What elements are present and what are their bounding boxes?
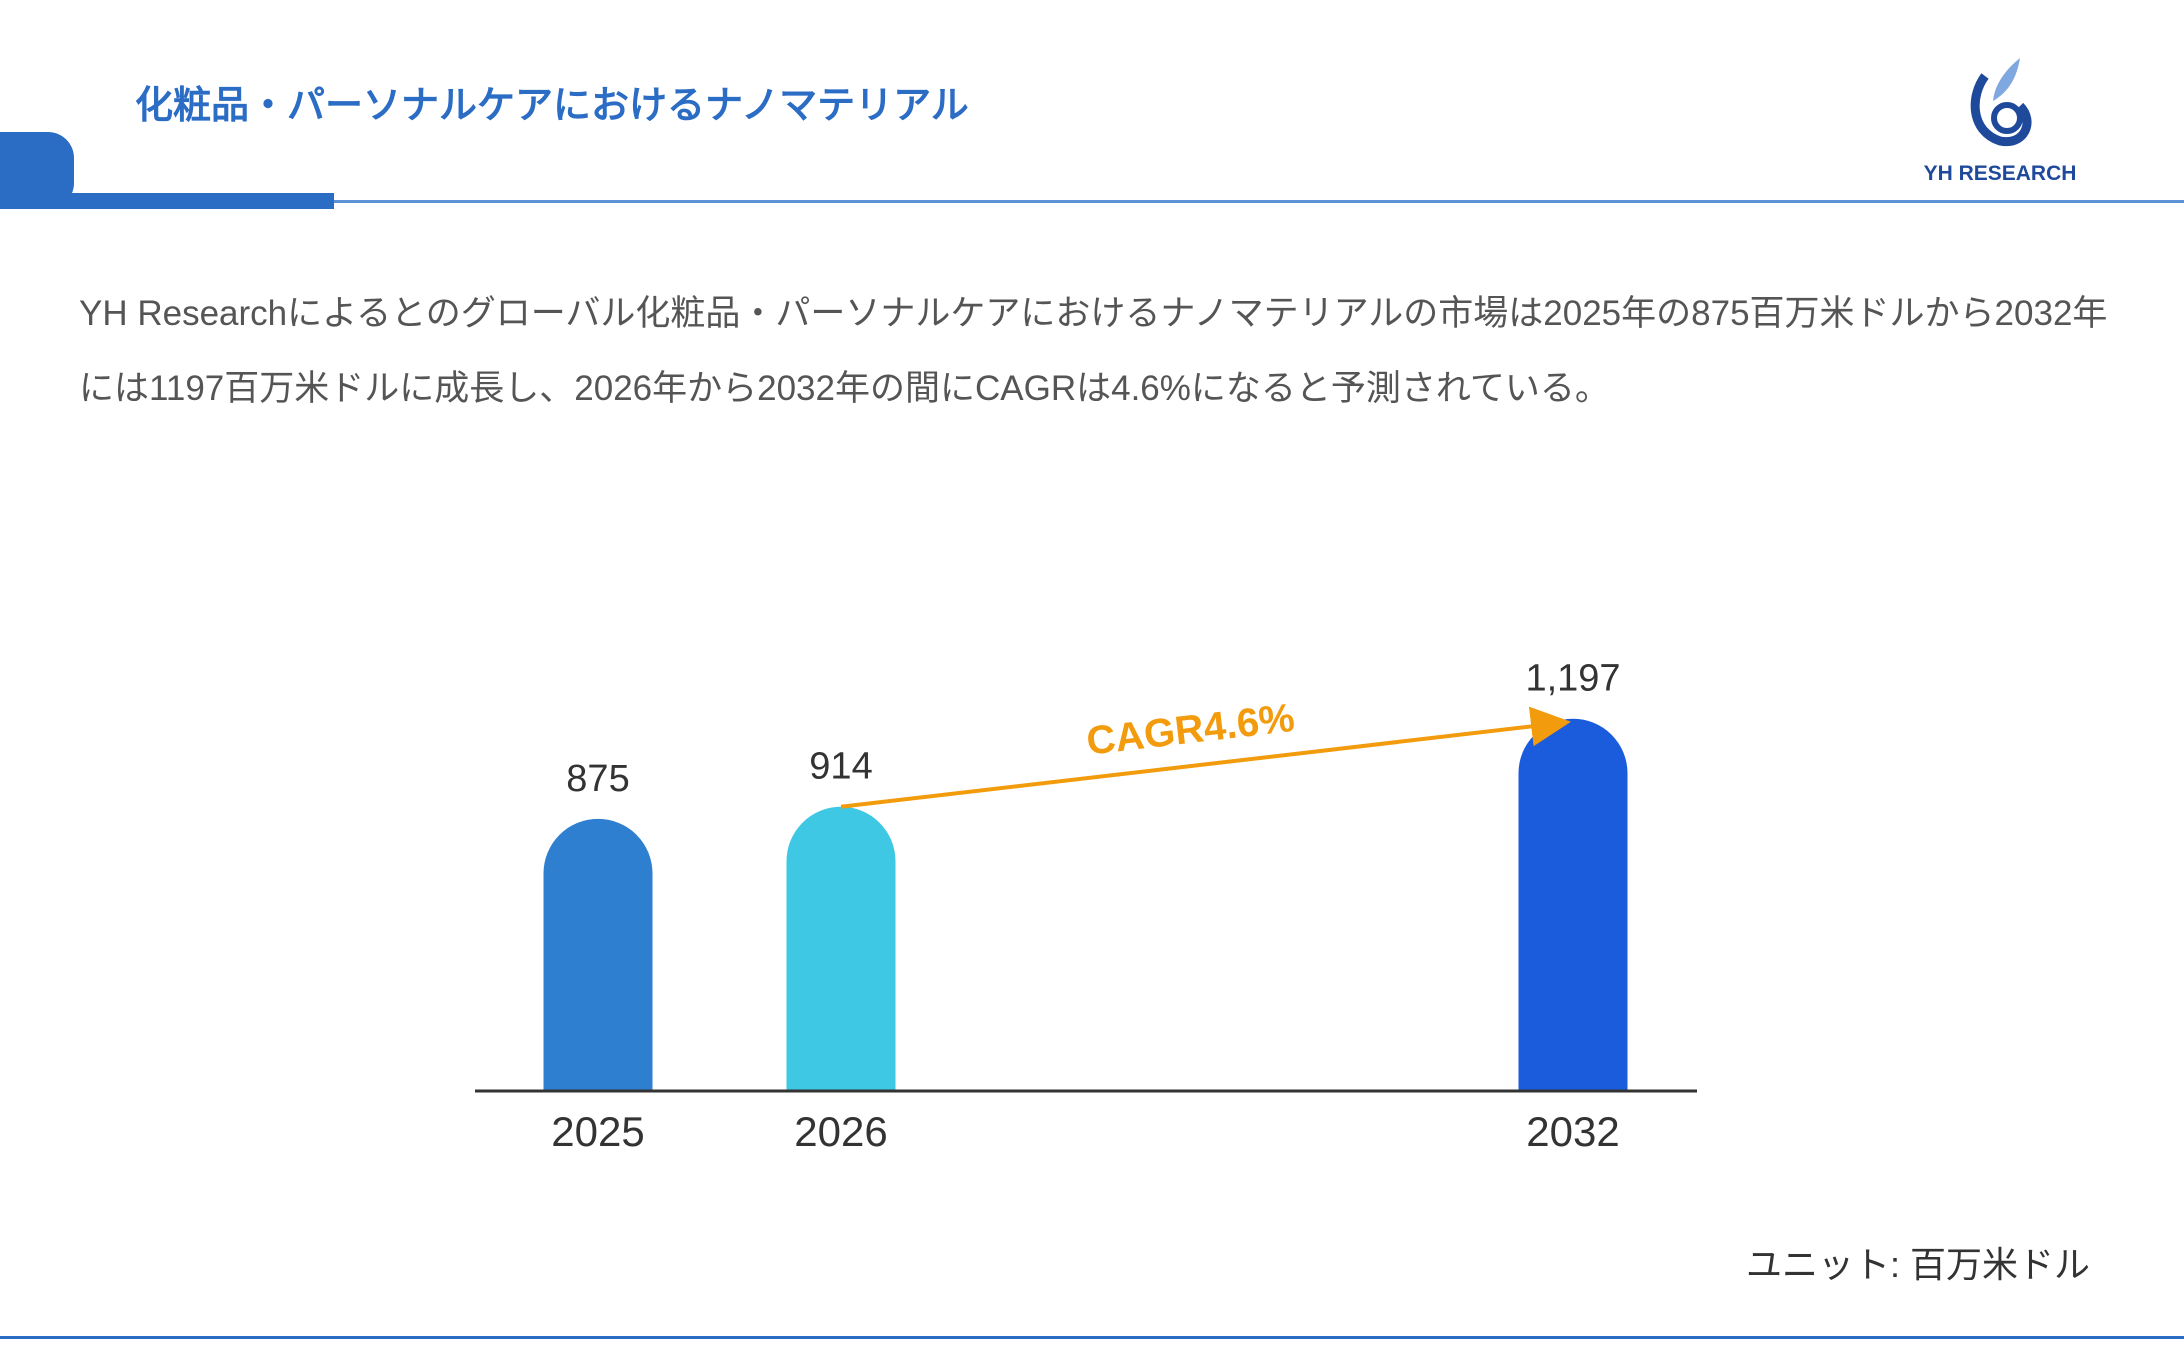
cagr-label: CAGR4.6%	[1084, 696, 1297, 764]
yh-research-logo: YH RESEARCH	[1915, 56, 2085, 186]
bar-2025	[543, 818, 653, 1091]
bar-2032	[1518, 718, 1628, 1091]
footer-divider	[0, 1336, 2184, 1339]
value-label-2032: 1,197	[1525, 658, 1620, 700]
summary-text: YH Researchによるとのグローバル化粧品・パーソナルケアにおけるナノマテ…	[79, 294, 2108, 408]
unit-label: ユニット: 百万米ドル	[1745, 1244, 2090, 1285]
value-label-2025: 875	[566, 758, 629, 800]
page-title: 化粧品・パーソナルケアにおけるナノマテリアル	[135, 85, 969, 127]
cagr-arrow	[840, 706, 1571, 809]
x-tick-label-2032: 2032	[1526, 1108, 1619, 1155]
header-accent-bar	[0, 193, 334, 209]
header-divider	[334, 200, 2184, 203]
logo-text: YH RESEARCH	[1923, 162, 2077, 185]
x-tick-label-2025: 2025	[551, 1108, 644, 1155]
value-label-2026: 914	[809, 746, 872, 788]
bar-2026	[786, 806, 896, 1091]
logo-mark-icon	[1970, 58, 2032, 147]
x-tick-label-2026: 2026	[794, 1108, 887, 1155]
